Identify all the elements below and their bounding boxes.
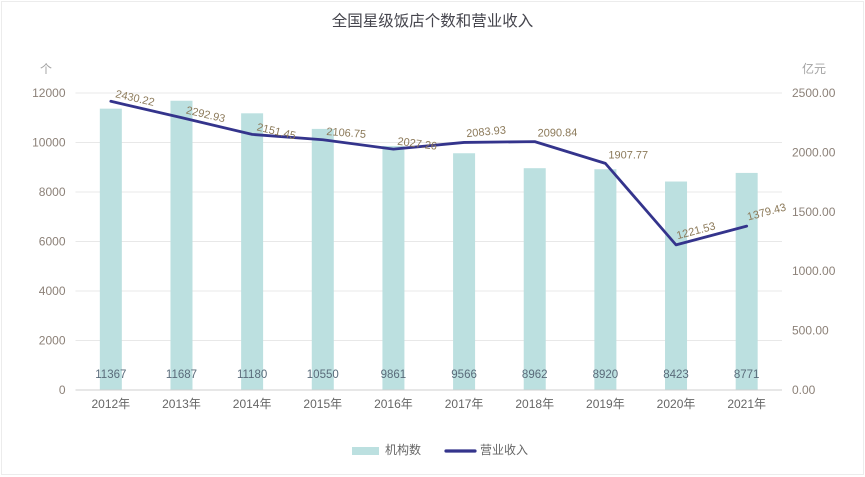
svg-text:9861: 9861 [381, 369, 407, 381]
svg-text:2019年: 2019年 [586, 397, 625, 411]
svg-text:2015年: 2015年 [303, 397, 342, 411]
svg-text:营业收入: 营业收入 [480, 443, 528, 457]
svg-text:1907.77: 1907.77 [608, 149, 648, 161]
svg-text:机构数: 机构数 [385, 442, 421, 457]
svg-text:2083.93: 2083.93 [466, 124, 507, 140]
svg-text:12000: 12000 [32, 86, 66, 100]
svg-text:2020年: 2020年 [657, 397, 696, 411]
svg-text:11367: 11367 [95, 369, 126, 381]
svg-text:亿元: 亿元 [802, 61, 826, 76]
svg-text:9566: 9566 [451, 369, 477, 381]
svg-text:4000: 4000 [39, 284, 66, 298]
svg-text:8000: 8000 [39, 185, 66, 199]
svg-text:8771: 8771 [734, 369, 760, 381]
svg-text:11180: 11180 [237, 369, 267, 381]
svg-text:6000: 6000 [39, 235, 66, 249]
svg-text:2500.00: 2500.00 [792, 86, 836, 100]
svg-text:1500.00: 1500.00 [792, 205, 836, 219]
svg-text:2016年: 2016年 [374, 397, 413, 411]
svg-text:2021年: 2021年 [727, 397, 766, 411]
svg-text:8423: 8423 [663, 369, 689, 381]
svg-text:500.00: 500.00 [792, 324, 829, 338]
svg-text:2012年: 2012年 [91, 397, 130, 411]
svg-text:10000: 10000 [32, 136, 66, 150]
svg-text:8920: 8920 [593, 369, 619, 381]
svg-text:2000.00: 2000.00 [792, 145, 836, 159]
svg-text:2090.84: 2090.84 [538, 127, 578, 139]
svg-text:0.00: 0.00 [792, 383, 816, 397]
svg-text:2014年: 2014年 [233, 397, 272, 411]
svg-text:2013年: 2013年 [162, 397, 201, 411]
svg-text:10550: 10550 [307, 369, 339, 381]
svg-text:2017年: 2017年 [445, 397, 484, 411]
svg-text:2000: 2000 [39, 334, 66, 348]
svg-text:个: 个 [40, 62, 52, 76]
svg-text:8962: 8962 [522, 369, 548, 381]
svg-text:0: 0 [59, 383, 66, 397]
svg-text:11687: 11687 [166, 369, 197, 381]
svg-text:1000.00: 1000.00 [792, 264, 836, 278]
svg-text:2018年: 2018年 [515, 397, 554, 411]
